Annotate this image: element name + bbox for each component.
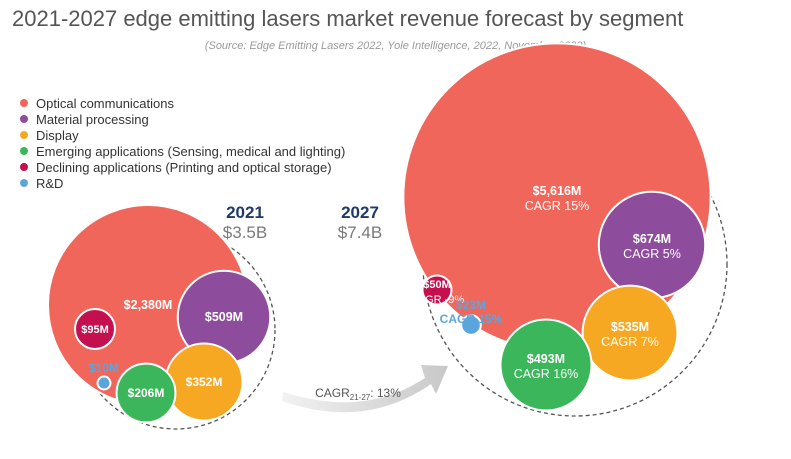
bubble xyxy=(96,375,112,391)
bubble-cagr-label: CAGR 15% xyxy=(440,312,503,326)
legend-item: Display xyxy=(20,127,345,143)
legend-item: Material processing xyxy=(20,111,345,127)
year-total: $7.4B xyxy=(338,223,382,242)
legend-swatch xyxy=(20,147,28,155)
bubble-value-label: $2,380M xyxy=(124,298,173,312)
chart-title: 2021-2027 edge emitting lasers market re… xyxy=(12,6,684,31)
legend-swatch xyxy=(20,99,28,107)
bubble xyxy=(499,318,593,412)
legend-item: Optical communications xyxy=(20,95,345,111)
bubble-value-label: $509M xyxy=(205,310,243,324)
legend-swatch xyxy=(20,131,28,139)
bubble-value-label: $5,616M xyxy=(533,184,582,198)
bubble-value-label: $10M xyxy=(89,361,119,375)
legend-label: Display xyxy=(36,127,79,143)
bubble-cagr-label: CAGR 15% xyxy=(525,199,590,213)
bubble xyxy=(74,308,116,350)
legend-item: R&D xyxy=(20,175,345,191)
bubble xyxy=(115,362,177,424)
legend-label: R&D xyxy=(36,175,64,191)
bubble-value-label: $352M xyxy=(186,375,223,389)
bubble-cagr-label: CAGR -9% xyxy=(410,294,465,306)
year-total: $3.5B xyxy=(223,223,267,242)
legend-label: Optical communications xyxy=(36,95,174,111)
chart-subtitle: (Source: Edge Emitting Lasers 2022, Yole… xyxy=(204,40,587,52)
overall-cagr: CAGR21-27: 13% xyxy=(315,386,401,402)
legend-swatch xyxy=(20,163,28,171)
bubble xyxy=(460,314,482,336)
legend-item: Declining applications (Printing and opt… xyxy=(20,159,345,175)
bubble-cagr-label: CAGR 5% xyxy=(623,247,681,261)
bubble-value-label: $493M xyxy=(527,352,565,366)
bubble xyxy=(421,274,453,306)
legend-label: Material processing xyxy=(36,111,149,127)
bubble-value-label: $50M xyxy=(423,279,451,291)
legend-label: Emerging applications (Sensing, medical … xyxy=(36,143,346,159)
year-label: 2021 xyxy=(226,203,264,222)
bubble-value-label: $23M xyxy=(456,298,486,312)
legend-swatch xyxy=(20,115,28,123)
bubble-cagr-label: CAGR 7% xyxy=(601,335,659,349)
legend: Optical communications Material processin… xyxy=(20,95,345,191)
legend-swatch xyxy=(20,179,28,187)
legend-label: Declining applications (Printing and opt… xyxy=(36,159,332,175)
bubble-value-label: $535M xyxy=(611,320,649,334)
legend-item: Emerging applications (Sensing, medical … xyxy=(20,143,345,159)
bubble-value-label: $674M xyxy=(633,232,671,246)
growth-arrow xyxy=(282,365,448,413)
bubble-cagr-label: CAGR 16% xyxy=(514,367,579,381)
bubble-value-label: $206M xyxy=(128,386,165,400)
bubble-value-label: $95M xyxy=(81,324,109,336)
bubble xyxy=(581,284,679,382)
year-label: 2027 xyxy=(341,203,379,222)
